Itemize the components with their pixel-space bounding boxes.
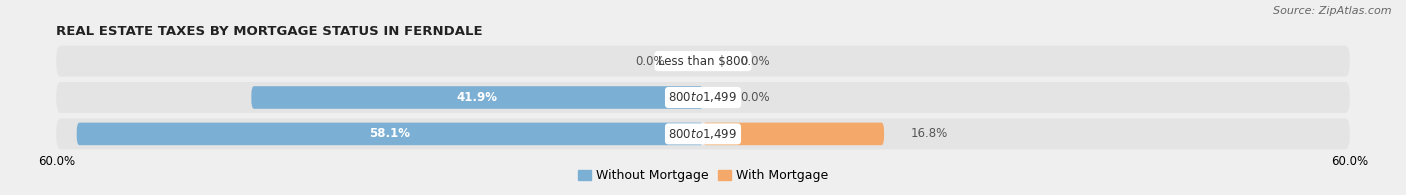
FancyBboxPatch shape [56, 118, 1350, 149]
Text: 58.1%: 58.1% [370, 127, 411, 140]
Text: Less than $800: Less than $800 [658, 55, 748, 68]
Text: 16.8%: 16.8% [911, 127, 948, 140]
Text: Source: ZipAtlas.com: Source: ZipAtlas.com [1274, 6, 1392, 16]
Text: 0.0%: 0.0% [636, 55, 665, 68]
FancyBboxPatch shape [56, 82, 1350, 113]
Text: $800 to $1,499: $800 to $1,499 [668, 127, 738, 141]
Text: 0.0%: 0.0% [741, 55, 770, 68]
FancyBboxPatch shape [56, 46, 1350, 77]
Text: $800 to $1,499: $800 to $1,499 [668, 90, 738, 105]
Legend: Without Mortgage, With Mortgage: Without Mortgage, With Mortgage [574, 164, 832, 187]
Text: REAL ESTATE TAXES BY MORTGAGE STATUS IN FERNDALE: REAL ESTATE TAXES BY MORTGAGE STATUS IN … [56, 25, 482, 38]
Text: 41.9%: 41.9% [457, 91, 498, 104]
Text: 0.0%: 0.0% [741, 91, 770, 104]
FancyBboxPatch shape [77, 123, 703, 145]
FancyBboxPatch shape [703, 123, 884, 145]
FancyBboxPatch shape [252, 86, 703, 109]
